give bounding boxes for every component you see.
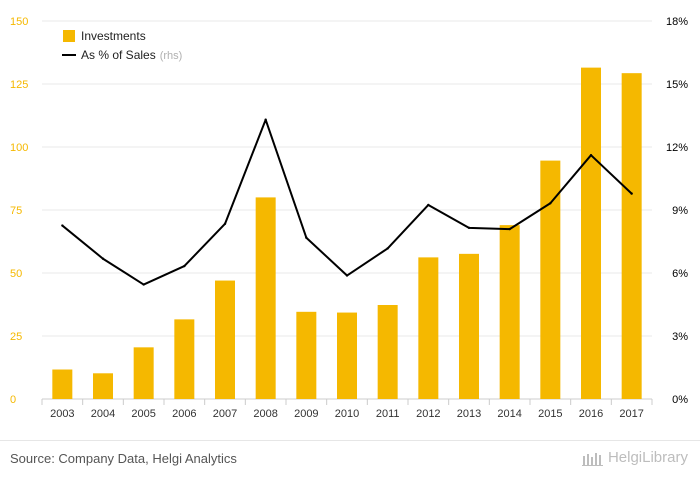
y-left-tick-label: 150	[10, 16, 28, 28]
point-as-pct-of-sales-2006	[183, 264, 186, 268]
x-tick-label: 2006	[172, 408, 196, 420]
bar-investments-2007	[215, 280, 235, 399]
x-tick-label: 2015	[538, 408, 562, 420]
bar-investments-2013	[459, 253, 479, 399]
bar-investments-2014	[499, 225, 520, 399]
bar-investments-2004	[93, 373, 113, 399]
y-left-tick-label: 75	[10, 205, 22, 217]
point-as-pct-of-sales-2012	[427, 203, 430, 207]
bar-investments-2009	[296, 311, 317, 399]
y-left-tick-label: 25	[10, 331, 22, 343]
x-tick-label: 2011	[376, 408, 400, 420]
x-tick-label: 2007	[213, 408, 237, 420]
point-as-pct-of-sales-2016	[589, 153, 593, 157]
y-left-tick-label: 125	[10, 79, 28, 91]
x-tick-label: 2010	[335, 408, 359, 420]
brand-name: HelgiLibrary	[607, 449, 688, 466]
source-note: Source: Company Data, Helgi Analytics	[10, 451, 237, 466]
point-as-pct-of-sales-2013	[467, 226, 471, 230]
x-tick-label: 2017	[619, 408, 643, 420]
bar-investments-2003	[52, 369, 73, 399]
bar-investments-2017	[621, 73, 642, 399]
y-right-tick-label: 6%	[672, 268, 688, 280]
point-as-pct-of-sales-2004	[101, 257, 105, 260]
legend-swatch-investments	[63, 30, 75, 42]
bar-investments-2011	[377, 305, 398, 399]
x-tick-label: 2009	[294, 408, 318, 420]
x-tick-label: 2003	[50, 408, 74, 420]
x-tick-label: 2008	[253, 408, 277, 420]
y-left-tick-label: 100	[10, 142, 28, 154]
bar-investments-2006	[174, 319, 195, 399]
point-as-pct-of-sales-2010	[345, 274, 349, 277]
x-tick-label: 2004	[91, 408, 115, 420]
brand-logo: HelgiLibrary	[581, 449, 688, 466]
bar-investments-2015	[540, 160, 561, 399]
y-right-tick-label: 15%	[666, 79, 688, 91]
y-right-tick-label: 0%	[672, 394, 688, 406]
point-as-pct-of-sales-2009	[305, 236, 308, 239]
legend-label-rhs-suffix: (rhs)	[160, 50, 183, 62]
x-tick-label: 2012	[416, 408, 440, 420]
bar-investments-2012	[418, 257, 439, 399]
x-tick-label: 2014	[497, 408, 521, 420]
legend-label-as-pct-of-sales: As % of Sales	[81, 48, 156, 62]
point-as-pct-of-sales-2015	[549, 202, 552, 205]
y-left-tick-label: 0	[10, 394, 16, 406]
point-as-pct-of-sales-2005	[142, 283, 145, 286]
y-right-tick-label: 18%	[666, 16, 688, 28]
chart-svg: 0 25 50 75 100 125 150 0% 3% 6% 9% 12% 15% 18% 2003 200…	[10, 16, 688, 420]
point-as-pct-of-sales-2017	[630, 192, 633, 195]
x-tick-label: 2016	[579, 408, 603, 420]
point-as-pct-of-sales-2007	[223, 222, 227, 226]
x-tick-label: 2005	[131, 408, 155, 420]
point-as-pct-of-sales-2011	[386, 247, 389, 250]
y-right-tick-label: 3%	[672, 331, 688, 343]
y-left-tick-label: 50	[10, 268, 22, 280]
point-as-pct-of-sales-2003	[61, 224, 64, 227]
legend-label-investments: Investments	[81, 29, 146, 43]
point-as-pct-of-sales-2014	[508, 227, 511, 231]
y-right-tick-label: 9%	[672, 205, 688, 217]
bar-investments-2016	[581, 67, 601, 400]
y-right-tick-label: 12%	[666, 142, 688, 154]
bar-investments-2010	[337, 312, 357, 399]
point-as-pct-of-sales-2008	[264, 118, 267, 121]
x-tick-label: 2013	[457, 408, 481, 420]
footer: Source: Company Data, Helgi Analytics He…	[0, 440, 700, 483]
library-icon	[581, 452, 603, 466]
bar-investments-2005	[133, 347, 154, 399]
bar-investments-2008	[255, 197, 276, 399]
